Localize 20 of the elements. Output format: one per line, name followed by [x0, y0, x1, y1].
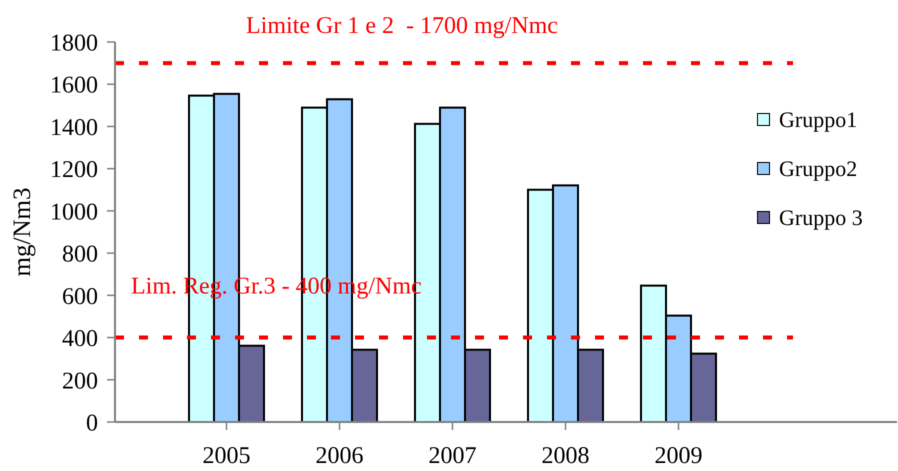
y-axis-title: mg/Nm3 — [8, 188, 36, 276]
y-tick-label: 200 — [62, 368, 98, 394]
y-tick-label: 1000 — [50, 199, 98, 226]
legend-label: Gruppo 3 — [779, 204, 863, 230]
y-tick-label: 1800 — [50, 30, 98, 57]
y-tick-label: 1200 — [50, 157, 98, 184]
x-tick-label: 2006 — [316, 443, 364, 470]
x-tick-label: 2007 — [428, 443, 476, 470]
legend-label: Gruppo1 — [779, 106, 858, 132]
y-tick-label: 1400 — [50, 114, 98, 141]
ref-line-label: Limite Gr 1 e 2 - 1700 mg/Nmc — [246, 13, 558, 40]
y-tick-label: 600 — [62, 284, 98, 310]
x-tick-label: 2009 — [654, 443, 702, 470]
x-tick-label: 2005 — [202, 443, 250, 470]
legend-label: Gruppo2 — [779, 156, 858, 182]
y-tick-label: 400 — [62, 326, 98, 352]
y-tick-label: 0 — [86, 410, 98, 437]
x-tick-label: 2008 — [542, 443, 590, 470]
y-tick-label: 1600 — [50, 72, 98, 99]
y-tick-label: 800 — [62, 242, 98, 268]
